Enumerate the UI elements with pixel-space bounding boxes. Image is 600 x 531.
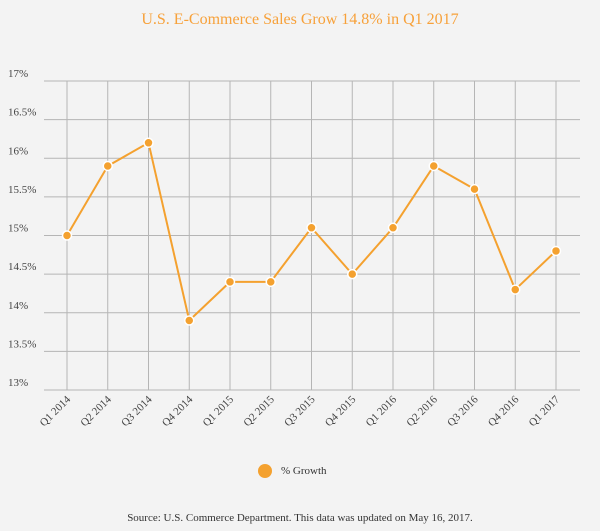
source-note: Source: U.S. Commerce Department. This d…	[127, 512, 473, 524]
series-layer	[61, 137, 562, 326]
y-tick-label: 17%	[8, 68, 28, 80]
data-point[interactable]	[224, 276, 236, 288]
y-tick-label: 16.5%	[8, 107, 36, 119]
y-axis-tick-labels: 13% 13.5% 14% 14.5% 15% 15.5% 16% 16.5% 17%	[8, 68, 36, 389]
data-point[interactable]	[102, 160, 113, 172]
x-tick-label: Q3 2016	[445, 393, 481, 429]
legend-label: % Growth	[281, 465, 327, 477]
x-tick-label: Q2 2016	[404, 393, 440, 429]
data-point[interactable]	[510, 284, 521, 295]
x-tick-label: Q2 2015	[241, 393, 277, 429]
data-point[interactable]	[469, 183, 480, 195]
y-tick-label: 13%	[8, 377, 28, 389]
data-point[interactable]	[61, 230, 73, 241]
data-point[interactable]	[550, 245, 562, 257]
y-tick-label: 15%	[8, 223, 28, 235]
y-tick-label: 13.5%	[8, 338, 36, 350]
data-point[interactable]	[428, 160, 439, 172]
data-point[interactable]	[347, 268, 358, 280]
chart-title: U.S. E-Commerce Sales Grow 14.8% in Q1 2…	[141, 11, 459, 28]
x-axis-tick-labels: Q1 2014 Q2 2014 Q3 2014 Q4 2014 Q1 2015 Q2 20…	[38, 393, 563, 429]
x-tick-label: Q1 2014	[38, 393, 74, 429]
data-point[interactable]	[143, 137, 154, 149]
y-tick-label: 15.5%	[8, 184, 36, 196]
data-point[interactable]	[387, 222, 399, 234]
x-tick-label: Q1 2016	[364, 393, 400, 429]
x-tick-label: Q4 2014	[160, 393, 196, 429]
x-tick-label: Q3 2015	[282, 393, 318, 429]
y-tick-label: 16%	[8, 145, 28, 157]
x-tick-label: Q4 2015	[323, 393, 359, 429]
legend[interactable]: % Growth	[258, 462, 327, 480]
data-point[interactable]	[265, 276, 276, 288]
x-tick-label: Q3 2014	[119, 393, 155, 429]
x-tick-label: Q4 2016	[486, 393, 522, 429]
line-chart: 13% 13.5% 14% 14.5% 15% 15.5% 16% 16.5% 17% Q1 2…	[8, 68, 580, 429]
y-tick-label: 14.5%	[8, 261, 36, 273]
grid-layer	[44, 80, 580, 391]
x-tick-label: Q1 2017	[527, 393, 563, 429]
x-tick-label: Q2 2014	[78, 393, 114, 429]
data-point[interactable]	[306, 222, 317, 234]
x-tick-label: Q1 2015	[201, 393, 237, 429]
data-point[interactable]	[184, 315, 195, 326]
legend-swatch	[258, 464, 272, 478]
y-tick-label: 14%	[8, 300, 28, 312]
